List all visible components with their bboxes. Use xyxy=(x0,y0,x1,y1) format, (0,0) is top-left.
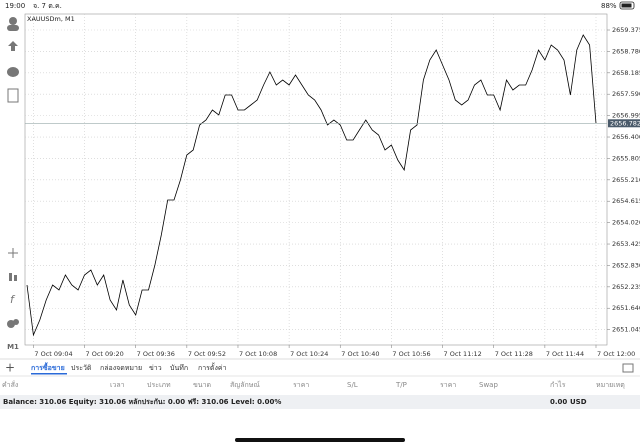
column-header: เวลา xyxy=(110,381,125,389)
price-line xyxy=(26,34,597,337)
table-header: คำสั่ง เวลา ประเภท ขนาด สัญลักษณ์ ราคา S/L T/P ร… xyxy=(2,380,625,389)
battery-icon xyxy=(619,1,635,10)
chart-type-icon-2 xyxy=(14,275,17,281)
column-header: T/P xyxy=(395,381,407,389)
account-total: 0.00 xyxy=(550,398,567,406)
tab[interactable]: การตั้งค่า xyxy=(198,361,227,372)
tab[interactable]: ประวัติ xyxy=(71,364,92,372)
timeframe[interactable]: M1 xyxy=(7,343,19,351)
home-indicator xyxy=(235,438,405,442)
y-tick-label: 2655.210 xyxy=(612,176,640,184)
account-icon-body xyxy=(7,25,19,31)
new-order-icon[interactable] xyxy=(7,88,19,103)
account-summary: Balance: 310.06 Equity: 310.06 หลักประกั… xyxy=(3,398,281,406)
column-header: Swap xyxy=(479,381,498,389)
y-tick-label: 2656.995 xyxy=(612,112,640,120)
x-tick-label: 7 Oct 10:24 xyxy=(290,350,328,358)
y-tick-label: 2651.045 xyxy=(612,326,640,334)
chart-symbol: XAUUSDm, M1 xyxy=(27,15,75,23)
y-tick-label: 2654.615 xyxy=(612,197,640,205)
x-tick-label: 7 Oct 11:28 xyxy=(495,350,533,358)
last-price-box xyxy=(608,119,640,128)
trade-icon[interactable] xyxy=(8,41,18,51)
y-tick-label: 2652.830 xyxy=(612,261,640,269)
chart: XAUUSDm, M1 2659.375 2658.780 2658.185 2657… xyxy=(24,13,640,358)
chart-type-icon[interactable] xyxy=(9,273,12,281)
column-header: สัญลักษณ์ xyxy=(230,381,260,389)
y-tick-label: 2657.590 xyxy=(612,90,640,98)
y-tick-label: 2652.235 xyxy=(612,283,640,291)
x-tick-label: 7 Oct 09:36 xyxy=(137,350,175,358)
sidebar: f xyxy=(7,17,19,328)
x-tick-label: 7 Oct 09:52 xyxy=(188,350,226,358)
y-tick-label: 2659.375 xyxy=(612,26,640,34)
y-tick-label: 2651.640 xyxy=(612,304,640,312)
x-tick-label: 7 Oct 10:40 xyxy=(341,350,379,358)
panel-icon[interactable] xyxy=(622,363,634,373)
tab-underline xyxy=(31,373,67,375)
chart-frame xyxy=(24,13,608,346)
x-tick-label: 7 Oct 11:44 xyxy=(546,350,584,358)
column-header: หมายเหตุ xyxy=(596,381,625,389)
column-header: S/L xyxy=(347,381,358,389)
tab[interactable]: การซื้อขาย xyxy=(31,361,65,372)
add-button[interactable]: + xyxy=(5,361,15,375)
y-tick-label: 2655.805 xyxy=(612,154,640,162)
crosshair-icon[interactable] xyxy=(8,248,18,258)
battery-level xyxy=(621,3,632,8)
column-header: ขนาด xyxy=(193,381,211,389)
x-tick-label: 7 Oct 09:04 xyxy=(34,350,72,358)
x-tick-label: 7 Oct 12:00 xyxy=(597,350,635,358)
account-icon[interactable] xyxy=(9,17,17,25)
column-header: ราคา xyxy=(440,381,456,389)
y-tick-label: 2658.780 xyxy=(612,47,640,55)
x-tick-label: 7 Oct 11:12 xyxy=(444,350,482,358)
battery-text: 88% xyxy=(601,2,617,10)
x-tick-label: 7 Oct 10:08 xyxy=(239,350,277,358)
last-price-label: 2656.782 xyxy=(610,119,640,127)
column-header: ประเภท xyxy=(147,381,171,389)
x-tick-label: 7 Oct 10:56 xyxy=(392,350,430,358)
account-bar xyxy=(0,395,640,409)
y-tick-label: 2654.020 xyxy=(612,219,640,227)
y-tick-label: 2658.185 xyxy=(612,69,640,77)
status-date: จ. 7 ต.ค. xyxy=(33,2,62,10)
account-currency: USD xyxy=(570,398,587,406)
tabs: การซื้อขาย ประวัติ กล่องจดหมาย ข่าว บันทึก กา… xyxy=(31,361,227,375)
column-header: กำไร xyxy=(550,380,566,389)
chat-icon[interactable] xyxy=(7,67,19,77)
y-tick-label: 2656.400 xyxy=(612,133,640,141)
tab[interactable]: ข่าว xyxy=(149,364,162,372)
status-time: 19:00 xyxy=(5,2,25,10)
column-header: ราคา xyxy=(293,381,309,389)
tab[interactable]: กล่องจดหมาย xyxy=(100,364,142,372)
objects-icon-2 xyxy=(13,319,19,325)
tab[interactable]: บันทึก xyxy=(170,363,188,372)
y-tick-label: 2653.425 xyxy=(612,240,640,248)
column-header: คำสั่ง xyxy=(2,380,18,389)
x-tick-label: 7 Oct 09:20 xyxy=(86,350,124,358)
indicator-icon[interactable]: f xyxy=(10,293,16,306)
